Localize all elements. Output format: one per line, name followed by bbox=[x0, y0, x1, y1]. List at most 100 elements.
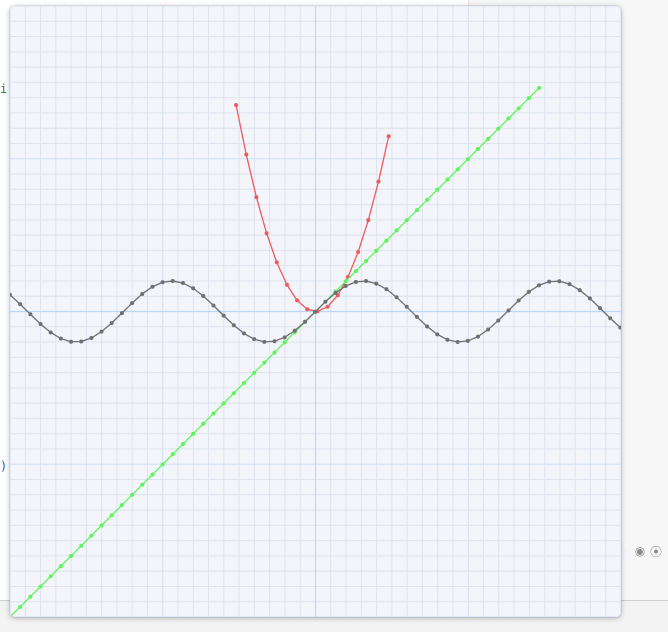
function-plot bbox=[10, 6, 621, 617]
data-point bbox=[272, 350, 277, 355]
data-point bbox=[343, 279, 348, 284]
data-point bbox=[445, 337, 450, 342]
data-point bbox=[305, 307, 310, 312]
data-point bbox=[526, 289, 531, 294]
data-point bbox=[99, 523, 104, 528]
data-point bbox=[414, 208, 419, 213]
data-point bbox=[295, 298, 300, 303]
data-point bbox=[211, 303, 216, 308]
data-point bbox=[119, 311, 124, 316]
data-point bbox=[48, 330, 53, 335]
data-point bbox=[394, 295, 399, 300]
gutter-icons: ◉ ⦿ bbox=[633, 544, 663, 559]
data-point bbox=[608, 316, 613, 321]
data-point bbox=[516, 106, 521, 111]
data-point bbox=[537, 283, 541, 288]
data-point bbox=[475, 334, 480, 339]
data-point bbox=[366, 218, 371, 223]
data-point bbox=[10, 292, 12, 297]
data-point bbox=[516, 298, 521, 303]
data-point bbox=[89, 533, 94, 538]
data-point bbox=[435, 332, 440, 337]
data-point bbox=[455, 167, 460, 172]
data-point bbox=[99, 329, 104, 334]
data-point bbox=[598, 306, 603, 311]
data-point bbox=[384, 238, 389, 243]
data-point bbox=[221, 401, 226, 406]
eye-icon[interactable]: ◉ bbox=[634, 544, 646, 558]
data-point bbox=[252, 370, 257, 375]
data-point bbox=[404, 218, 409, 223]
data-point bbox=[119, 503, 124, 508]
data-point bbox=[325, 304, 330, 309]
data-point bbox=[282, 335, 287, 340]
data-point bbox=[435, 187, 440, 192]
data-point bbox=[211, 411, 216, 416]
data-point bbox=[272, 339, 277, 344]
data-point bbox=[343, 283, 348, 288]
data-point bbox=[284, 282, 289, 287]
data-point bbox=[353, 269, 358, 274]
data-point bbox=[38, 584, 43, 589]
data-point bbox=[130, 492, 135, 497]
data-point bbox=[252, 337, 257, 342]
data-point bbox=[18, 604, 23, 609]
data-point bbox=[333, 290, 338, 295]
data-point bbox=[201, 294, 206, 299]
data-point bbox=[455, 339, 460, 344]
data-point bbox=[356, 249, 361, 254]
data-point bbox=[140, 482, 145, 487]
code-fragment: i bbox=[0, 82, 8, 96]
data-point bbox=[89, 336, 94, 341]
data-point bbox=[79, 543, 84, 548]
data-point bbox=[48, 574, 53, 579]
data-point bbox=[282, 340, 287, 345]
data-point bbox=[475, 147, 480, 152]
series-line-x2 bbox=[235, 104, 390, 313]
data-point bbox=[486, 136, 491, 141]
data-point bbox=[244, 152, 249, 157]
data-point bbox=[38, 322, 43, 327]
data-point bbox=[18, 302, 23, 307]
data-point bbox=[506, 116, 511, 121]
data-point bbox=[69, 553, 74, 558]
data-point bbox=[587, 296, 592, 301]
data-point bbox=[254, 195, 259, 200]
data-point bbox=[353, 279, 358, 284]
data-point bbox=[386, 134, 391, 139]
data-point bbox=[160, 462, 165, 467]
data-point bbox=[180, 281, 185, 286]
data-point bbox=[140, 291, 145, 296]
data-point bbox=[364, 258, 369, 263]
data-point bbox=[130, 301, 135, 306]
data-point bbox=[526, 96, 531, 101]
data-point bbox=[170, 452, 175, 457]
data-point bbox=[374, 281, 379, 286]
data-point bbox=[292, 328, 297, 333]
data-point bbox=[364, 279, 369, 284]
data-point bbox=[160, 280, 165, 285]
record-icon[interactable]: ⦿ bbox=[649, 544, 662, 559]
data-point bbox=[618, 325, 621, 330]
data-point bbox=[313, 309, 318, 314]
data-point bbox=[191, 431, 196, 436]
data-point bbox=[201, 421, 206, 426]
data-point bbox=[425, 324, 430, 329]
data-point bbox=[109, 513, 114, 518]
data-point bbox=[191, 286, 196, 291]
data-point bbox=[496, 126, 501, 131]
data-point bbox=[150, 284, 155, 289]
data-point bbox=[557, 279, 562, 284]
data-point bbox=[547, 279, 552, 284]
data-point bbox=[262, 360, 267, 365]
data-point bbox=[537, 86, 541, 90]
data-point bbox=[150, 472, 155, 477]
data-point bbox=[241, 381, 246, 386]
data-point bbox=[262, 339, 267, 344]
data-point bbox=[414, 314, 419, 319]
data-point bbox=[28, 312, 33, 317]
data-point bbox=[404, 304, 409, 309]
data-point bbox=[109, 321, 114, 326]
data-point bbox=[69, 339, 74, 344]
data-point bbox=[231, 323, 236, 328]
